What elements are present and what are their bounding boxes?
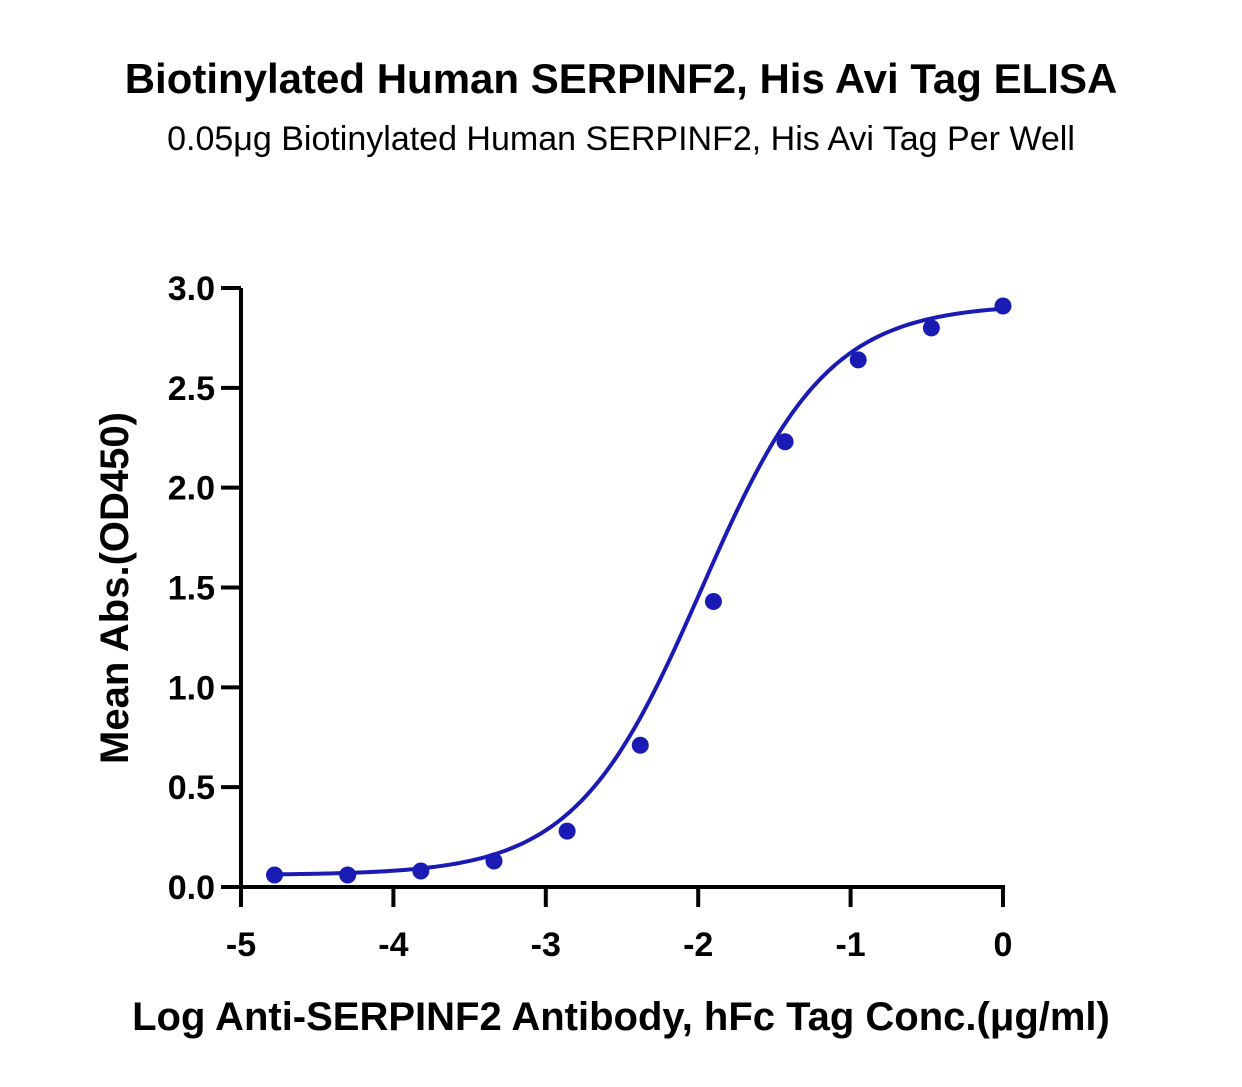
y-tick-label: 2.0	[168, 470, 215, 508]
y-axis-ticks: 0.0 0.5 1.0 1.5 2.0 2.5 3.0	[168, 270, 241, 907]
chart-subtitle: 0.05μg Biotinylated Human SERPINF2, His …	[167, 120, 1075, 158]
x-axis-ticks: -5 -4 -3 -2 -1 0	[226, 887, 1013, 964]
y-axis-label: Mean Abs.(OD450)	[93, 412, 137, 764]
x-tick-label: -4	[378, 926, 408, 964]
x-axis-label: Log Anti-SERPINF2 Antibody, hFc Tag Conc…	[132, 995, 1110, 1039]
x-tick-label: 0	[994, 926, 1013, 964]
y-tick-label: 0.5	[168, 769, 215, 807]
data-point	[558, 822, 576, 840]
data-point	[849, 351, 867, 369]
y-tick-label: 2.5	[168, 370, 215, 408]
y-tick-label: 1.5	[168, 570, 215, 608]
fit-curve-group	[274, 306, 1004, 877]
y-tick-label: 3.0	[168, 270, 215, 308]
data-point	[704, 592, 722, 610]
x-tick-label: -3	[531, 926, 561, 964]
data-point	[339, 866, 357, 884]
data-points	[266, 297, 1012, 884]
data-point	[266, 866, 284, 884]
data-point	[631, 736, 649, 754]
axes	[239, 288, 1005, 889]
chart-title: Biotinylated Human SERPINF2, His Avi Tag…	[125, 55, 1118, 102]
x-tick-label: -1	[835, 926, 865, 964]
data-point	[776, 433, 794, 451]
y-tick-label: 1.0	[168, 669, 215, 707]
data-point	[922, 319, 940, 337]
fit-curve	[274, 306, 1004, 877]
data-point	[412, 862, 430, 880]
x-tick-label: -2	[683, 926, 713, 964]
x-tick-label: -5	[226, 926, 256, 964]
y-tick-label: 0.0	[168, 869, 215, 907]
data-point	[485, 852, 503, 870]
data-point	[994, 297, 1012, 315]
